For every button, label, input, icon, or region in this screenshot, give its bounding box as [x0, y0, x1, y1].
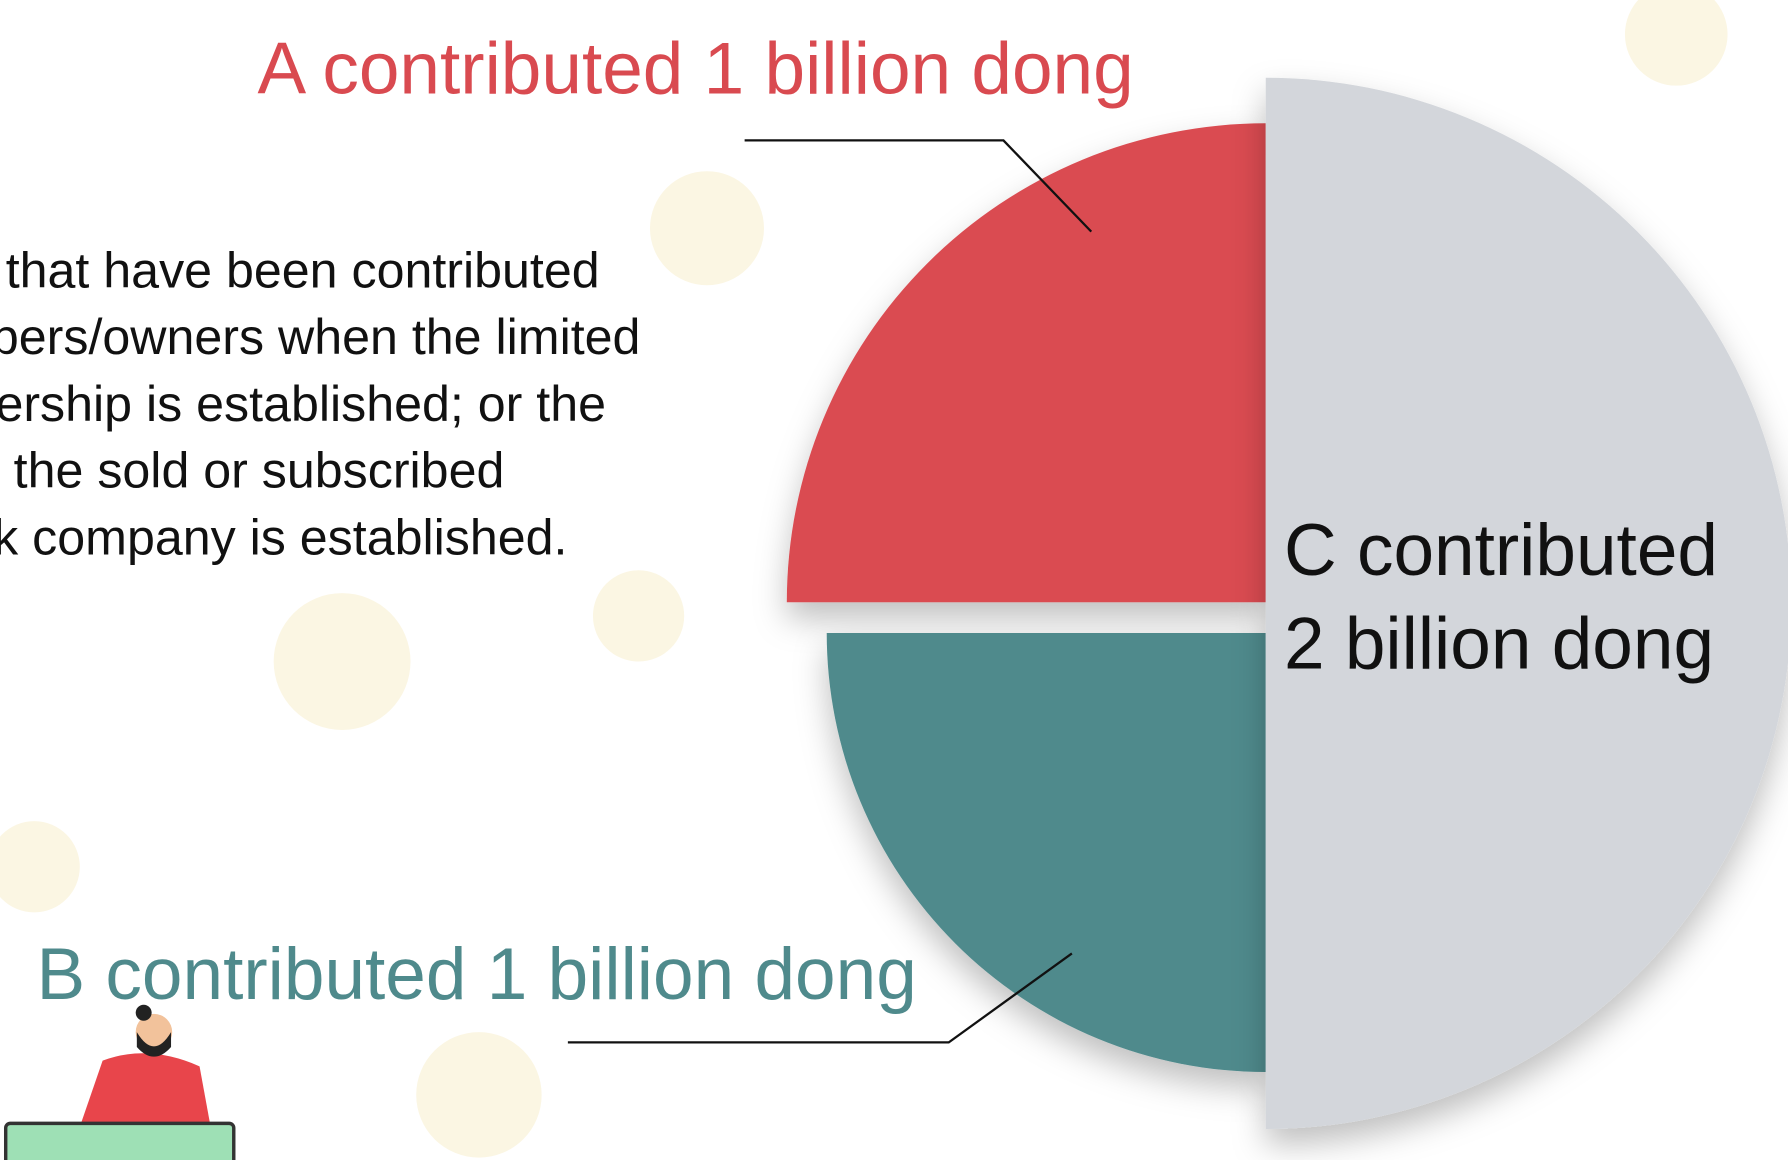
pie-slice: [826, 633, 1266, 1073]
paragraph-line: ership is established; or the: [0, 376, 606, 432]
background-pattern: [0, 0, 1728, 1158]
paragraph: that have been contributed bers/owners wh…: [0, 243, 640, 566]
paragraph-line: that have been contributed: [6, 243, 600, 299]
labels: A contributed 1 billion dong B contribute…: [36, 29, 1718, 1044]
paragraph-line: bers/owners when the limited: [0, 309, 640, 365]
pie: [786, 77, 1788, 1130]
paragraph-line: k company is established.: [0, 509, 567, 565]
leader-line: [567, 952, 1073, 1044]
pie-slice: [786, 123, 1266, 603]
pie-slice: [1265, 77, 1788, 1130]
slice-label: 2 billion dong: [1284, 603, 1714, 684]
slice-label: A contributed 1 billion dong: [257, 29, 1133, 110]
leader-line: [744, 139, 1093, 233]
person-illustration: [3, 1004, 236, 1160]
slice-label: C contributed: [1284, 510, 1718, 591]
paragraph-line: the sold or subscribed: [14, 443, 505, 499]
slice-label: B contributed 1 billion dong: [36, 934, 916, 1015]
